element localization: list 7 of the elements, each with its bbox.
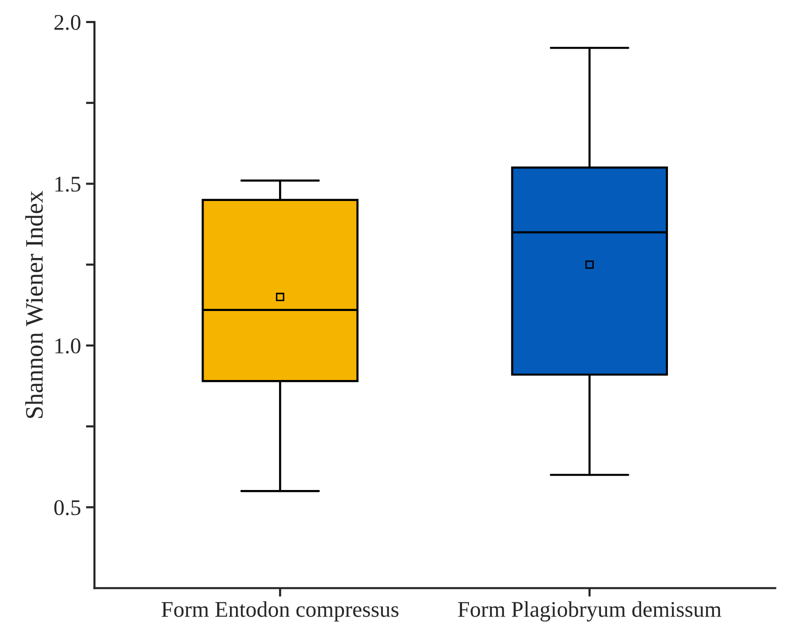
y-tick-label: 1.5 (55, 176, 80, 192)
y-tick-label: 1.0 (55, 338, 80, 354)
y-axis-title: Shannon Wiener Index (25, 190, 43, 418)
x-tick-label: Form Plagiobryum demissum (458, 601, 722, 622)
y-tick-label: 0.5 (54, 500, 80, 516)
x-tick-label: Form Entodon compressus (162, 601, 398, 622)
y-tick-label: 2.0 (54, 14, 80, 30)
